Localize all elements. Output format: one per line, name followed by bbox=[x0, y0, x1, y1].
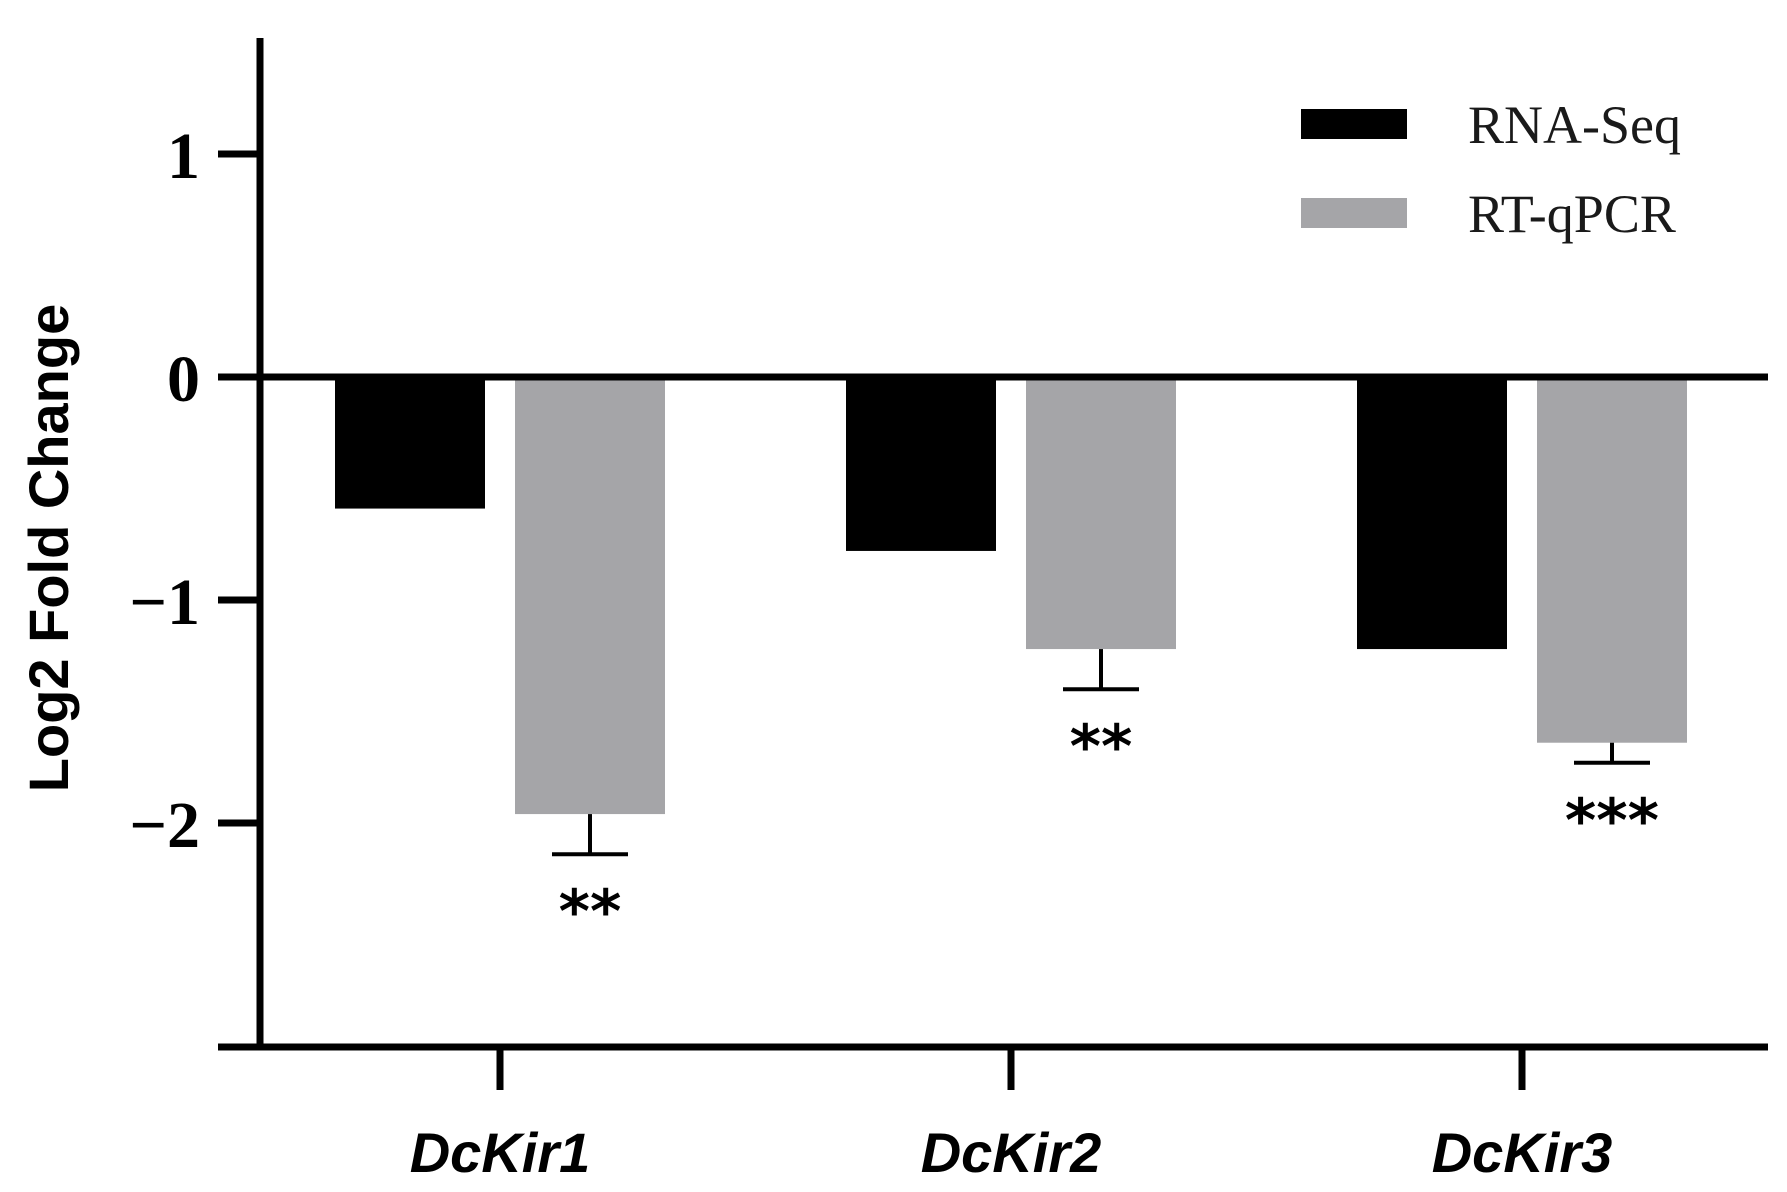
bar-rna-seq-dckir3 bbox=[1357, 377, 1507, 650]
x-tick-label-dckir1: DcKir1 bbox=[410, 1121, 591, 1184]
legend-label-rna-seq: RNA-Seq bbox=[1468, 95, 1681, 155]
y-tick-label-3: −2 bbox=[129, 789, 200, 862]
bar-rna-seq-dckir1 bbox=[335, 377, 485, 509]
legend-swatch-rt-qpcr bbox=[1301, 198, 1407, 228]
bar-rna-seq-dckir2 bbox=[846, 377, 996, 551]
error-bars-layer bbox=[552, 649, 1650, 857]
legend: RNA-Seq RT-qPCR bbox=[1301, 95, 1681, 244]
legend-swatch-rna-seq bbox=[1301, 109, 1407, 139]
x-tick-label-dckir2: DcKir2 bbox=[921, 1121, 1102, 1184]
significance-label-dckir1: ** bbox=[559, 877, 622, 947]
significance-label-dckir3: *** bbox=[1565, 786, 1659, 856]
y-tick-label-0: 1 bbox=[167, 120, 200, 193]
bars-layer bbox=[335, 377, 1687, 815]
bar-rt-qpcr-dckir2 bbox=[1026, 377, 1176, 650]
y-axis-label: Log2 Fold Change bbox=[17, 304, 80, 792]
bar-rt-qpcr-dckir3 bbox=[1537, 377, 1687, 743]
legend-label-rt-qpcr: RT-qPCR bbox=[1468, 184, 1676, 244]
bar-rt-qpcr-dckir1 bbox=[515, 377, 665, 815]
axes-layer bbox=[218, 38, 1768, 1090]
significance-label-dckir2: ** bbox=[1070, 712, 1133, 782]
y-tick-label-2: −1 bbox=[129, 566, 200, 639]
x-tick-label-dckir3: DcKir3 bbox=[1432, 1121, 1613, 1184]
y-tick-label-1: 0 bbox=[167, 343, 200, 416]
